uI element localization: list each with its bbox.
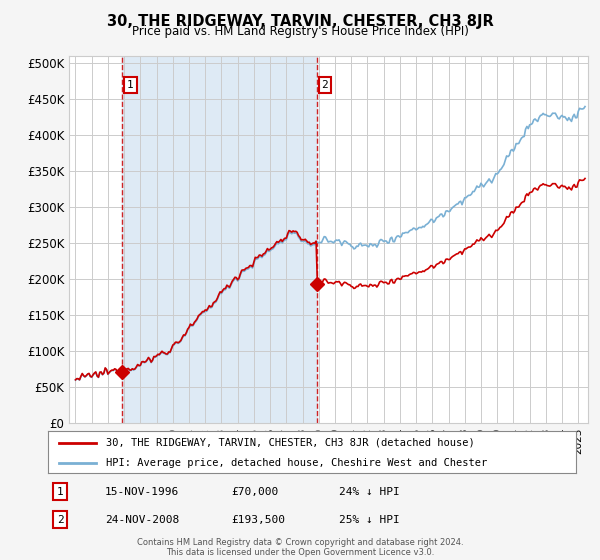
Text: 2: 2 [322,80,328,90]
Text: 1: 1 [56,487,64,497]
Text: £70,000: £70,000 [231,487,278,497]
Text: 2: 2 [56,515,64,525]
Text: 30, THE RIDGEWAY, TARVIN, CHESTER, CH3 8JR: 30, THE RIDGEWAY, TARVIN, CHESTER, CH3 8… [107,14,493,29]
Text: Price paid vs. HM Land Registry's House Price Index (HPI): Price paid vs. HM Land Registry's House … [131,25,469,38]
Text: 24% ↓ HPI: 24% ↓ HPI [339,487,400,497]
Text: 30, THE RIDGEWAY, TARVIN, CHESTER, CH3 8JR (detached house): 30, THE RIDGEWAY, TARVIN, CHESTER, CH3 8… [106,438,475,448]
Text: Contains HM Land Registry data © Crown copyright and database right 2024.
This d: Contains HM Land Registry data © Crown c… [137,538,463,557]
Text: 24-NOV-2008: 24-NOV-2008 [105,515,179,525]
Text: 25% ↓ HPI: 25% ↓ HPI [339,515,400,525]
Text: £193,500: £193,500 [231,515,285,525]
Text: HPI: Average price, detached house, Cheshire West and Chester: HPI: Average price, detached house, Ches… [106,458,487,468]
Text: 1: 1 [127,80,134,90]
Text: 15-NOV-1996: 15-NOV-1996 [105,487,179,497]
Bar [122,56,317,423]
